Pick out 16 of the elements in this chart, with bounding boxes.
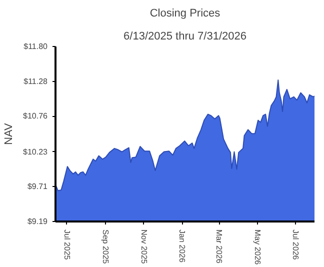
y-tick-label: $9.71 <box>27 182 48 192</box>
y-tick-label: $10.76 <box>23 112 48 121</box>
x-tick-label: Jan 2026 <box>178 230 187 263</box>
chart-subtitle: 6/13/2025 thru 7/31/2026 <box>124 30 246 42</box>
y-tick-label: $10.23 <box>23 147 48 156</box>
y-tick-label: $9.19 <box>27 217 48 226</box>
chart-title: Closing Prices <box>150 8 221 20</box>
y-tick-label: $11.28 <box>24 76 48 86</box>
x-tick-label: Nov 2025 <box>139 230 148 264</box>
y-tick-label: $11.80 <box>24 42 48 51</box>
x-tick-label: Jul 2026 <box>291 230 300 260</box>
x-tick-label: Jul 2025 <box>62 230 72 260</box>
y-axis-title: NAV <box>3 122 16 145</box>
x-tick-label: Mar 2026 <box>214 230 224 264</box>
x-tick-label: May 2026 <box>252 230 262 266</box>
x-tick-label: Sep 2025 <box>101 230 110 264</box>
